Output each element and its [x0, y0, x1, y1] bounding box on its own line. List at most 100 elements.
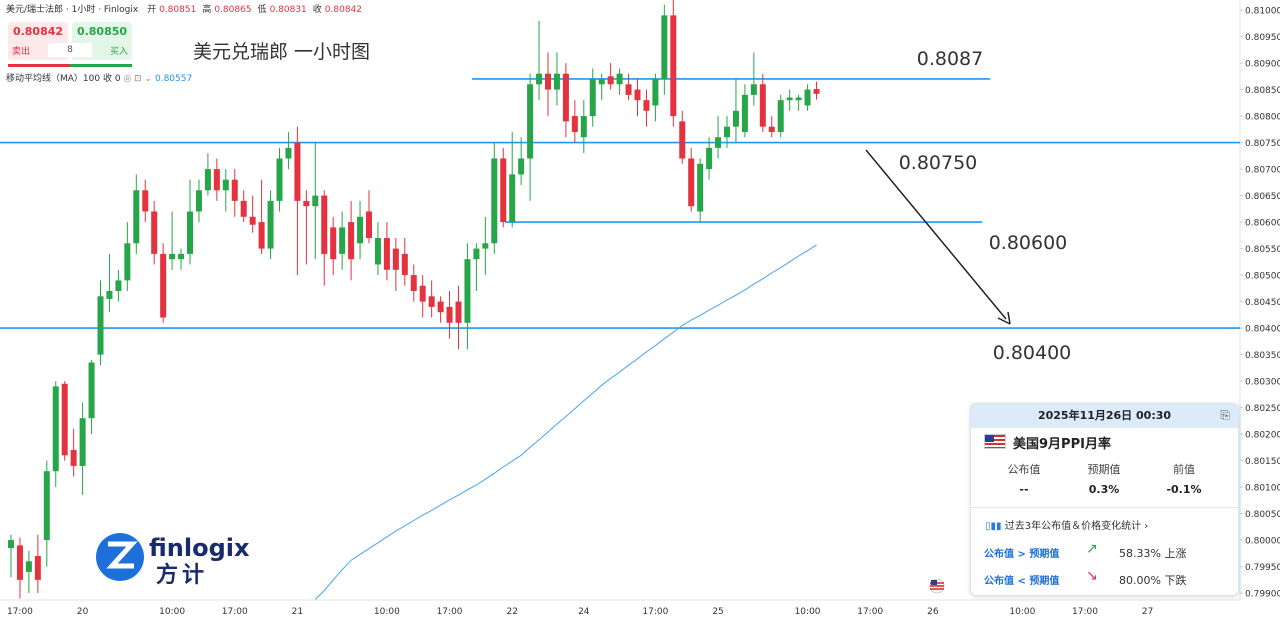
candle-body	[294, 142, 301, 201]
candle-body	[482, 243, 489, 249]
condition: 公布值 > 预期值	[984, 549, 1060, 560]
candle-body	[204, 169, 211, 191]
flag	[929, 578, 945, 594]
y-tick-label: 0.80150	[1245, 457, 1280, 467]
y-tick-label: 0.80300	[1245, 378, 1280, 388]
logo-glyph	[106, 541, 138, 569]
indicator-icons[interactable]: ◎ ⊡ ⌄	[123, 74, 153, 84]
candle-body	[160, 253, 167, 318]
event-card[interactable]: 2025年11月26日 00:30 ⎘ 美国9月PPI月率 公布值 预期值 前值…	[970, 403, 1239, 596]
candle-body	[589, 78, 596, 117]
candle-body	[240, 200, 247, 217]
candle-body	[267, 200, 274, 249]
candle-body	[169, 253, 176, 260]
candle-body	[410, 275, 417, 291]
candle-body	[222, 179, 229, 191]
candle-body	[688, 158, 695, 207]
column-head: 预期值	[1087, 463, 1121, 476]
y-tick-label: 0.80600	[1245, 219, 1280, 229]
column-head: 前值	[1173, 463, 1195, 476]
stats-link[interactable]: ▯▮▮ 过去3年公布值＆价格变化统计 ›	[985, 521, 1149, 532]
candle-body	[213, 169, 220, 191]
candle-body	[151, 211, 158, 254]
y-tick-label: 0.79950	[1245, 563, 1280, 573]
x-tick-label: 21	[292, 607, 303, 617]
sell-box[interactable]: 0.80842 卖出	[8, 22, 68, 60]
candle-body	[500, 158, 507, 223]
y-tick-label: 0.80700	[1245, 166, 1280, 176]
y-tick-label: 0.80650	[1245, 192, 1280, 202]
plot-area	[0, 0, 1240, 600]
candle-body	[518, 158, 525, 175]
x-tick-label: 25	[712, 607, 723, 617]
candle-body	[652, 78, 659, 106]
x-tick-label: 17:00	[857, 607, 883, 617]
column-value: --	[1019, 483, 1029, 496]
y-tick-label: 0.80350	[1245, 351, 1280, 361]
logo-name-cn: 方计	[156, 562, 208, 588]
candle-body	[187, 211, 193, 254]
x-tick-label: 27	[1142, 607, 1153, 617]
y-tick-label: 0.80950	[1245, 33, 1280, 43]
candle-body	[124, 243, 131, 281]
candle-body	[312, 195, 319, 207]
candle-body	[8, 540, 14, 549]
quantity[interactable]: 8	[48, 43, 92, 57]
candle-body	[634, 89, 641, 101]
candle-body	[598, 78, 605, 85]
candle-body	[115, 280, 122, 291]
x-tick-label: 20	[77, 607, 89, 617]
copy-icon[interactable]: ⎘	[1220, 408, 1230, 422]
y-tick-label: 0.80450	[1245, 298, 1280, 308]
us-flag	[984, 434, 1006, 449]
event-datetime: 2025年11月26日 00:30	[971, 404, 1238, 428]
candle-body	[813, 89, 820, 94]
y-tick-label: 0.80550	[1245, 245, 1280, 255]
candle-body	[795, 97, 802, 101]
trade-panel: 0.80842 卖出 0.80850 买入 8	[8, 22, 132, 67]
candle-body	[142, 190, 149, 212]
x-tick-label: 10:00	[1009, 607, 1035, 617]
candle-body	[562, 73, 569, 122]
candle-body	[786, 97, 793, 101]
stats-text: 过去3年公布值＆价格变化统计	[1004, 521, 1142, 532]
buy-bar	[70, 64, 132, 67]
candle-body	[750, 84, 757, 95]
candle-body	[178, 253, 185, 260]
column-head: 公布值	[1007, 463, 1041, 476]
candle-body	[321, 195, 328, 254]
sell-label: 卖出	[12, 47, 31, 57]
candle-body	[374, 237, 381, 265]
candle-body	[777, 100, 784, 132]
logo: finlogix 方计	[96, 533, 250, 588]
candle-body	[339, 227, 346, 254]
candle-body	[383, 237, 390, 270]
candle-body	[571, 116, 578, 132]
x-tick-label: 26	[927, 607, 939, 617]
indicator-value: 0.80557	[154, 74, 193, 84]
candle-body	[697, 163, 704, 212]
ohlc-value: 0.80842	[324, 5, 363, 15]
result: 80.00% 下跌	[1119, 574, 1187, 587]
candle-body	[768, 126, 775, 132]
x-tick-label: 10:00	[795, 607, 821, 617]
candle-body	[249, 216, 256, 225]
candle-body	[276, 158, 283, 201]
x-tick-label: 17:00	[642, 607, 668, 617]
candle-body	[643, 100, 650, 111]
x-tick-label: 22	[506, 607, 517, 617]
y-tick-label: 0.80400	[1245, 325, 1280, 335]
candle-body	[70, 450, 77, 466]
ohlc-value: 0.80851	[159, 5, 197, 15]
y-tick-label: 0.79900	[1245, 590, 1280, 600]
indicator-row: 移动平均线（MA）100 收 0 ◎ ⊡ ⌄ 0.80557	[6, 71, 192, 84]
candle-body	[366, 211, 372, 238]
divider	[971, 507, 1238, 508]
candle-body	[330, 227, 337, 260]
candle-body	[34, 556, 41, 580]
candle-body	[88, 362, 95, 419]
y-tick-label: 0.80100	[1245, 484, 1280, 494]
candle-body	[679, 121, 686, 159]
